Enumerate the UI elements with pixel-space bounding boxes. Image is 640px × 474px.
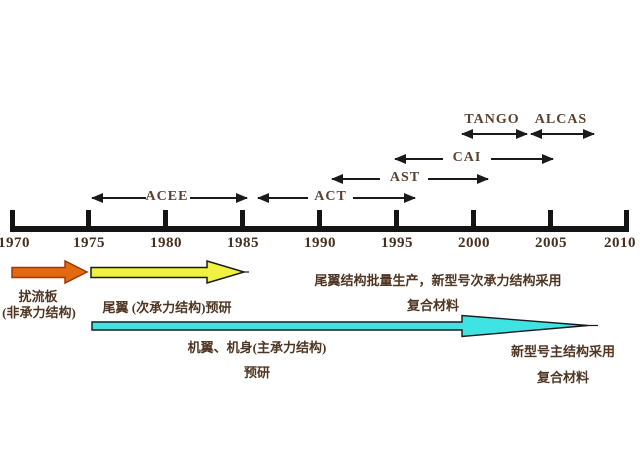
cai-right-arrow — [491, 154, 554, 164]
act-right-arrow — [353, 193, 416, 203]
wing-fuselage-annotation-line2: 预研 — [243, 365, 270, 380]
tail-prestudy-phase-arrow — [90, 259, 249, 285]
tick-2000 — [471, 210, 476, 227]
year-label-1985: 1985 — [227, 235, 259, 251]
year-label-1975: 1975 — [73, 235, 105, 251]
cai-label: CAI — [452, 150, 482, 165]
tick-1995 — [394, 210, 399, 227]
tick-1985 — [240, 210, 245, 227]
year-label-2005: 2005 — [535, 235, 567, 251]
year-label-1970: 1970 — [0, 235, 30, 251]
tick-2010 — [624, 210, 629, 227]
spoiler-phase-arrow — [11, 259, 89, 285]
year-label-1995: 1995 — [381, 235, 413, 251]
spoiler-annotation-line1: 扰流板 — [18, 289, 58, 304]
tail-prestudy-annotation: 尾翼 (次承力结构)预研 — [102, 300, 232, 315]
ast-left-arrow — [331, 174, 380, 184]
timeline-axis — [10, 226, 629, 232]
year-label-2010: 2010 — [604, 235, 636, 251]
tick-1970 — [10, 210, 15, 227]
new-model-annotation-line2: 复合材料 — [536, 370, 589, 385]
act-label: ACT — [314, 189, 347, 204]
acee-label: ACEE — [145, 189, 189, 204]
tick-2005 — [548, 210, 553, 227]
tango-label: TANGO — [464, 112, 520, 127]
tango-span-arrow — [461, 129, 528, 139]
wing-fuselage-annotation-line1: 机翼、机身(主承力结构) — [187, 340, 327, 355]
ast-label: AST — [389, 170, 421, 185]
acee-right-arrow — [190, 193, 248, 203]
tail-production-annotation-line1: 尾翼结构批量生产，新型号次承力结构采用 — [314, 273, 562, 288]
alcas-span-arrow — [530, 129, 595, 139]
year-label-2000: 2000 — [458, 235, 490, 251]
year-label-1980: 1980 — [150, 235, 182, 251]
act-left-arrow — [257, 193, 308, 203]
alcas-label: ALCAS — [534, 112, 588, 127]
spoiler-annotation-line2: (非承力结构) — [2, 305, 76, 320]
tick-1990 — [317, 210, 322, 227]
wing-fuselage-phase-arrow — [91, 314, 598, 338]
new-model-annotation-line1: 新型号主结构采用 — [510, 344, 615, 359]
acee-left-arrow — [91, 193, 146, 203]
tick-1975 — [86, 210, 91, 227]
tick-1980 — [163, 210, 168, 227]
cai-left-arrow — [394, 154, 443, 164]
ast-right-arrow — [428, 174, 489, 184]
year-label-1990: 1990 — [304, 235, 336, 251]
tail-production-annotation-line2: 复合材料 — [406, 298, 459, 313]
